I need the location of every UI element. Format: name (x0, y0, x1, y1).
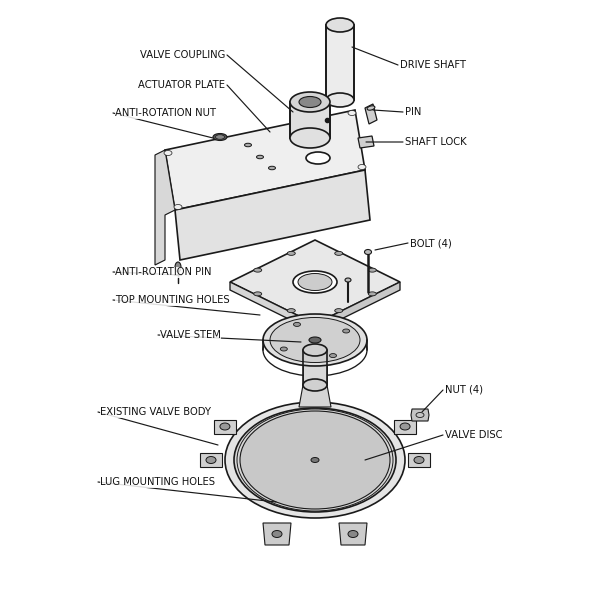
Text: PIN: PIN (405, 107, 421, 117)
Text: SHAFT LOCK: SHAFT LOCK (405, 137, 467, 147)
Ellipse shape (175, 262, 181, 272)
Ellipse shape (303, 344, 327, 356)
Text: NUT (4): NUT (4) (445, 385, 483, 395)
Ellipse shape (293, 271, 337, 293)
Ellipse shape (298, 274, 332, 290)
Ellipse shape (365, 250, 371, 254)
Polygon shape (175, 170, 370, 260)
Ellipse shape (174, 205, 182, 209)
Ellipse shape (245, 143, 251, 147)
Text: ACTUATOR PLATE: ACTUATOR PLATE (138, 80, 225, 90)
Ellipse shape (348, 530, 358, 538)
Ellipse shape (348, 110, 356, 115)
Polygon shape (299, 385, 331, 407)
Polygon shape (165, 110, 365, 210)
Polygon shape (326, 25, 354, 100)
Ellipse shape (225, 402, 405, 518)
Text: ANTI-ROTATION NUT: ANTI-ROTATION NUT (115, 108, 216, 118)
Ellipse shape (234, 408, 396, 512)
Ellipse shape (270, 317, 360, 362)
Text: VALVE STEM: VALVE STEM (160, 330, 221, 340)
Ellipse shape (343, 329, 350, 333)
Text: VALVE COUPLING: VALVE COUPLING (140, 50, 225, 60)
Ellipse shape (400, 423, 410, 430)
Polygon shape (200, 453, 222, 467)
Ellipse shape (220, 423, 230, 430)
Ellipse shape (414, 457, 424, 463)
Ellipse shape (206, 457, 216, 463)
Ellipse shape (290, 128, 330, 148)
Ellipse shape (280, 347, 287, 351)
Ellipse shape (254, 268, 262, 272)
Ellipse shape (287, 251, 295, 256)
Polygon shape (365, 104, 377, 124)
Polygon shape (408, 453, 430, 467)
Text: LUG MOUNTING HOLES: LUG MOUNTING HOLES (100, 477, 215, 487)
Ellipse shape (358, 164, 366, 169)
Ellipse shape (368, 292, 376, 296)
Ellipse shape (326, 93, 354, 107)
Ellipse shape (326, 18, 354, 32)
Ellipse shape (215, 135, 224, 139)
Polygon shape (339, 523, 367, 545)
Polygon shape (230, 240, 400, 324)
Ellipse shape (311, 457, 319, 463)
Ellipse shape (254, 292, 262, 296)
Ellipse shape (329, 353, 337, 358)
Ellipse shape (272, 530, 282, 538)
Polygon shape (290, 102, 330, 138)
Ellipse shape (293, 322, 301, 326)
Polygon shape (230, 282, 315, 332)
Ellipse shape (335, 251, 343, 256)
Text: TOP MOUNTING HOLES: TOP MOUNTING HOLES (115, 295, 230, 305)
Text: ANTI-ROTATION PIN: ANTI-ROTATION PIN (115, 267, 212, 277)
Polygon shape (358, 136, 374, 148)
Ellipse shape (257, 155, 263, 159)
Text: VALVE DISC: VALVE DISC (445, 430, 503, 440)
Ellipse shape (240, 411, 390, 509)
Ellipse shape (213, 133, 227, 140)
Ellipse shape (269, 166, 275, 170)
Ellipse shape (164, 151, 172, 155)
Ellipse shape (287, 308, 295, 313)
Ellipse shape (299, 97, 321, 107)
Ellipse shape (263, 314, 367, 366)
Ellipse shape (368, 268, 376, 272)
Ellipse shape (306, 152, 330, 164)
Polygon shape (315, 282, 400, 332)
Polygon shape (263, 523, 291, 545)
Ellipse shape (367, 106, 375, 110)
Polygon shape (394, 419, 416, 433)
Polygon shape (411, 409, 429, 421)
Ellipse shape (335, 308, 343, 313)
Ellipse shape (309, 337, 321, 343)
Text: DRIVE SHAFT: DRIVE SHAFT (400, 60, 466, 70)
Polygon shape (303, 350, 327, 385)
Polygon shape (155, 150, 175, 265)
Text: BOLT (4): BOLT (4) (410, 238, 452, 248)
Ellipse shape (290, 92, 330, 112)
Text: EXISTING VALVE BODY: EXISTING VALVE BODY (100, 407, 211, 417)
Ellipse shape (345, 278, 351, 282)
Polygon shape (214, 419, 236, 433)
Ellipse shape (303, 379, 327, 391)
